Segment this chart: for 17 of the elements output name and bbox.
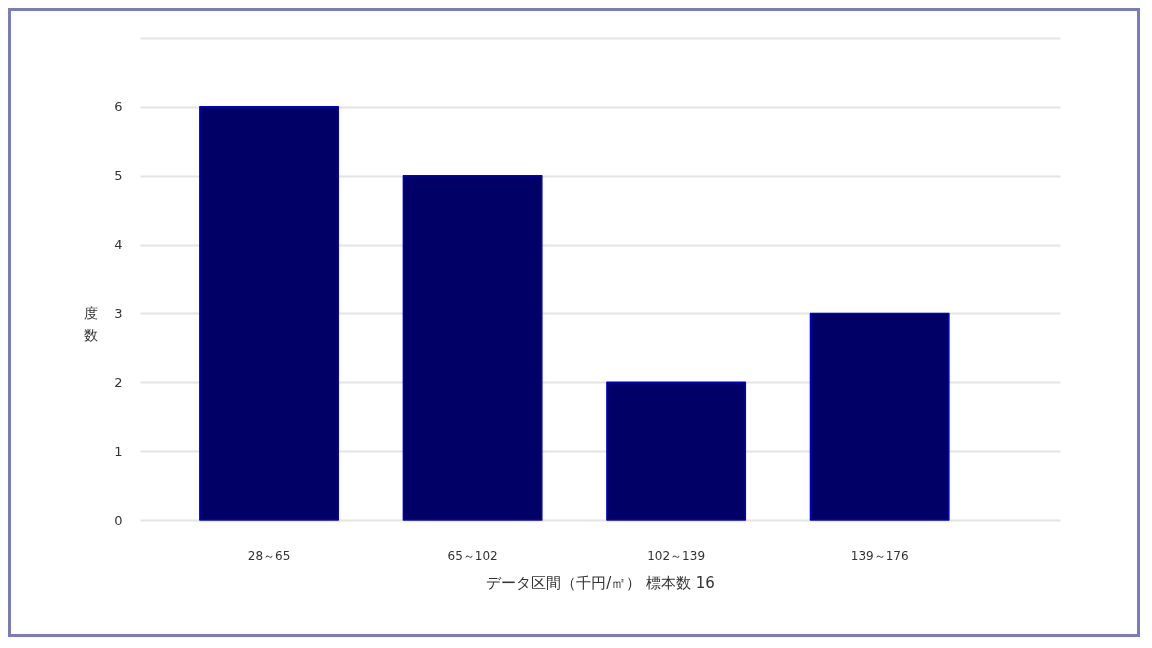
bar xyxy=(402,174,543,521)
y-tick-label: 4 xyxy=(114,237,123,253)
y-axis-title: 度数 xyxy=(83,304,98,343)
x-axis-title: データ区間（千円/㎡） 標本数 16 xyxy=(486,573,715,592)
x-tick-label: 139～176 xyxy=(850,548,909,563)
y-tick-label: 2 xyxy=(114,374,123,390)
bar xyxy=(809,312,950,521)
x-tick-label: 28～65 xyxy=(247,548,291,563)
y-tick-label: 3 xyxy=(114,305,123,321)
x-tick-label: 102～139 xyxy=(647,548,706,563)
y-tick-label: 1 xyxy=(114,443,123,459)
y-tick-label: 5 xyxy=(114,168,123,184)
y-tick-label: 6 xyxy=(114,99,123,115)
x-tick-label: 65～102 xyxy=(447,548,498,563)
y-tick-label: 0 xyxy=(114,512,123,528)
bar xyxy=(199,106,339,521)
bar xyxy=(606,381,747,521)
